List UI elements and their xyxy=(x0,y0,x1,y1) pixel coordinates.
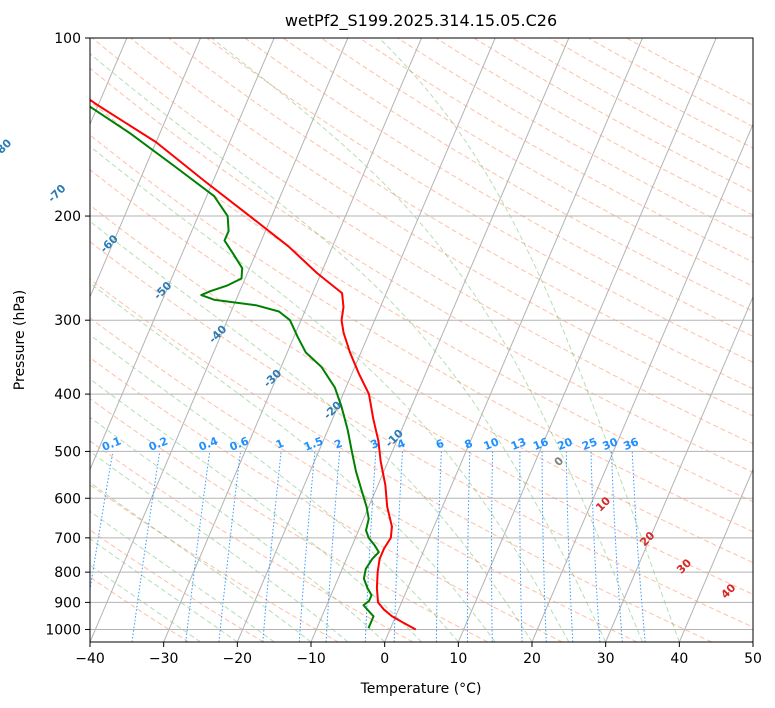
mixing-ratio-label: 36 xyxy=(621,435,640,453)
dry-adiabat-line xyxy=(90,278,712,642)
mixing-ratio-label: 30 xyxy=(601,435,620,453)
chart-title: wetPf2_S199.2025.314.15.05.C26 xyxy=(285,11,557,31)
dry-adiabat-line xyxy=(130,38,753,417)
mixing-ratio-label: 20 xyxy=(555,435,574,453)
y-tick-label: 300 xyxy=(54,313,81,329)
moist-adiabat-line xyxy=(90,538,238,642)
dry-adiabat-line xyxy=(90,529,264,642)
data-layer xyxy=(90,98,417,631)
x-tick-label: −20 xyxy=(223,651,253,667)
isotherm-line xyxy=(236,38,496,642)
mixing-ratio-line xyxy=(185,451,211,642)
moist-adiabat-line xyxy=(90,481,312,642)
moist-adiabat-line xyxy=(90,416,386,642)
y-tick-label: 900 xyxy=(54,595,81,611)
mixing-ratio-label: 3 xyxy=(369,437,381,452)
mixing-ratio-label: 2 xyxy=(332,437,344,452)
mixing-ratio-label: 16 xyxy=(531,435,550,453)
mixing-ratio-label: 13 xyxy=(509,435,528,453)
y-tick-label: 1000 xyxy=(45,622,81,638)
temperature-profile-line xyxy=(90,98,417,631)
mixing-ratio-line xyxy=(325,451,341,642)
dry-adiabat-line xyxy=(90,398,488,642)
moist-adiabat-line xyxy=(378,38,680,642)
isotherm-line xyxy=(678,468,753,642)
dry-adiabat-line xyxy=(90,169,753,564)
dry-adiabat-line xyxy=(206,38,753,363)
dry-adiabat-line xyxy=(90,134,753,533)
dry-adiabat-line xyxy=(90,204,753,595)
grid-layer xyxy=(90,38,753,642)
plot-frame xyxy=(89,37,754,643)
y-tick-label: 700 xyxy=(54,531,81,547)
mixing-ratio-line xyxy=(631,451,646,642)
mixing-ratio-line xyxy=(541,451,547,642)
mixing-ratio-line xyxy=(218,451,242,642)
isotherm-line xyxy=(310,38,570,642)
isotherm-line xyxy=(90,38,201,299)
isotherm-line xyxy=(457,38,717,642)
moist-adiabat-line xyxy=(90,220,533,642)
x-tick-label: −30 xyxy=(149,651,179,667)
moist-adiabat-line xyxy=(90,334,459,642)
mixing-ratio-line xyxy=(519,451,523,642)
dry-adiabat-line xyxy=(90,357,563,642)
isotherm-line xyxy=(163,38,422,642)
mixing-ratio-label: 25 xyxy=(580,435,599,453)
dewpoint-profile-line xyxy=(90,105,380,629)
dry-adiabat-line xyxy=(90,67,753,473)
x-tick-label: 30 xyxy=(597,651,615,667)
dry-adiabat-line xyxy=(90,241,753,628)
y-tick-label: 800 xyxy=(54,565,81,581)
y-tick-label: 600 xyxy=(54,491,81,507)
x-tick-label: 0 xyxy=(380,651,389,667)
axis-layer: −40 −30 −20 −10 0 10 20 30 40 50 1000 900 800 700 600 5… xyxy=(45,31,762,667)
mixing-ratio-line xyxy=(491,451,494,642)
moist-adiabat-line xyxy=(90,282,496,642)
mixing-ratio-label: 8 xyxy=(463,437,475,452)
mixing-ratio-line xyxy=(610,451,623,642)
mixing-ratio-line xyxy=(590,451,601,642)
mixing-ratio-line xyxy=(565,451,574,642)
mixing-ratio-line xyxy=(393,451,403,642)
mixing-ratio-label: 1 xyxy=(274,437,286,452)
mixing-ratio-line xyxy=(262,451,282,642)
moist-adiabat-line xyxy=(90,145,570,642)
y-tick-label: 100 xyxy=(54,31,81,47)
x-tick-label: 50 xyxy=(744,651,762,667)
y-tick-label: 500 xyxy=(54,444,81,460)
isotherm-line xyxy=(90,38,349,642)
moist-adiabat-line xyxy=(90,53,607,642)
isotherm-line xyxy=(384,38,643,642)
moist-adiabat-line xyxy=(90,450,349,642)
x-tick-label: 20 xyxy=(523,651,541,667)
mixing-ratio-label: 10 xyxy=(482,435,501,453)
mixing-ratio-line xyxy=(466,451,471,642)
dry-adiabat-line xyxy=(168,38,753,390)
x-tick-label: 40 xyxy=(670,651,688,667)
dry-adiabat-line xyxy=(90,100,753,503)
dry-adiabat-line xyxy=(244,38,753,337)
mixing-ratio-line xyxy=(435,451,442,642)
x-tick-label: 10 xyxy=(449,651,467,667)
x-tick-label: −10 xyxy=(296,651,326,667)
y-tick-label: 400 xyxy=(54,387,81,403)
x-axis-title: Temperature (°C) xyxy=(360,681,482,697)
mixing-ratio-line xyxy=(298,451,316,642)
y-axis-title: Pressure (hPa) xyxy=(12,290,28,390)
moist-adiabat-line xyxy=(90,564,201,642)
isotherm-line xyxy=(531,123,753,642)
moist-adiabat-line xyxy=(211,38,643,642)
isotherm-line xyxy=(90,38,275,471)
isotherm-line xyxy=(605,295,753,642)
y-tick-label: 200 xyxy=(54,209,81,225)
dry-adiabat-line xyxy=(90,317,638,642)
x-tick-label: −40 xyxy=(75,651,105,667)
